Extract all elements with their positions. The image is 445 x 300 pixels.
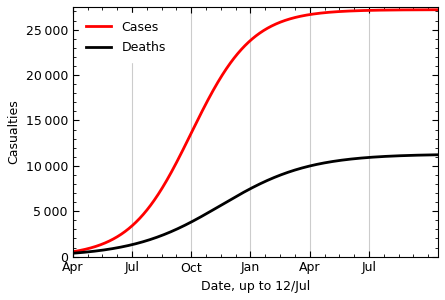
Cases — [107, 239, 113, 242]
Deaths — [70, 251, 75, 255]
Deaths — [218, 204, 223, 207]
Cases — [70, 250, 75, 253]
Cases — [218, 76, 223, 80]
Y-axis label: Casualties: Casualties — [7, 99, 20, 164]
Cases — [361, 9, 367, 12]
Deaths — [321, 161, 326, 165]
Cases — [435, 8, 441, 11]
Line: Deaths: Deaths — [73, 155, 438, 253]
Deaths — [435, 153, 441, 157]
Legend: Cases, Deaths: Cases, Deaths — [79, 13, 174, 62]
Deaths — [231, 196, 236, 200]
Cases — [321, 11, 326, 15]
Cases — [355, 9, 360, 13]
X-axis label: Date, up to 12/Jul: Date, up to 12/Jul — [201, 280, 310, 293]
Line: Cases: Cases — [73, 10, 438, 252]
Deaths — [361, 156, 367, 160]
Deaths — [107, 247, 113, 251]
Deaths — [355, 157, 360, 160]
Cases — [231, 57, 236, 61]
